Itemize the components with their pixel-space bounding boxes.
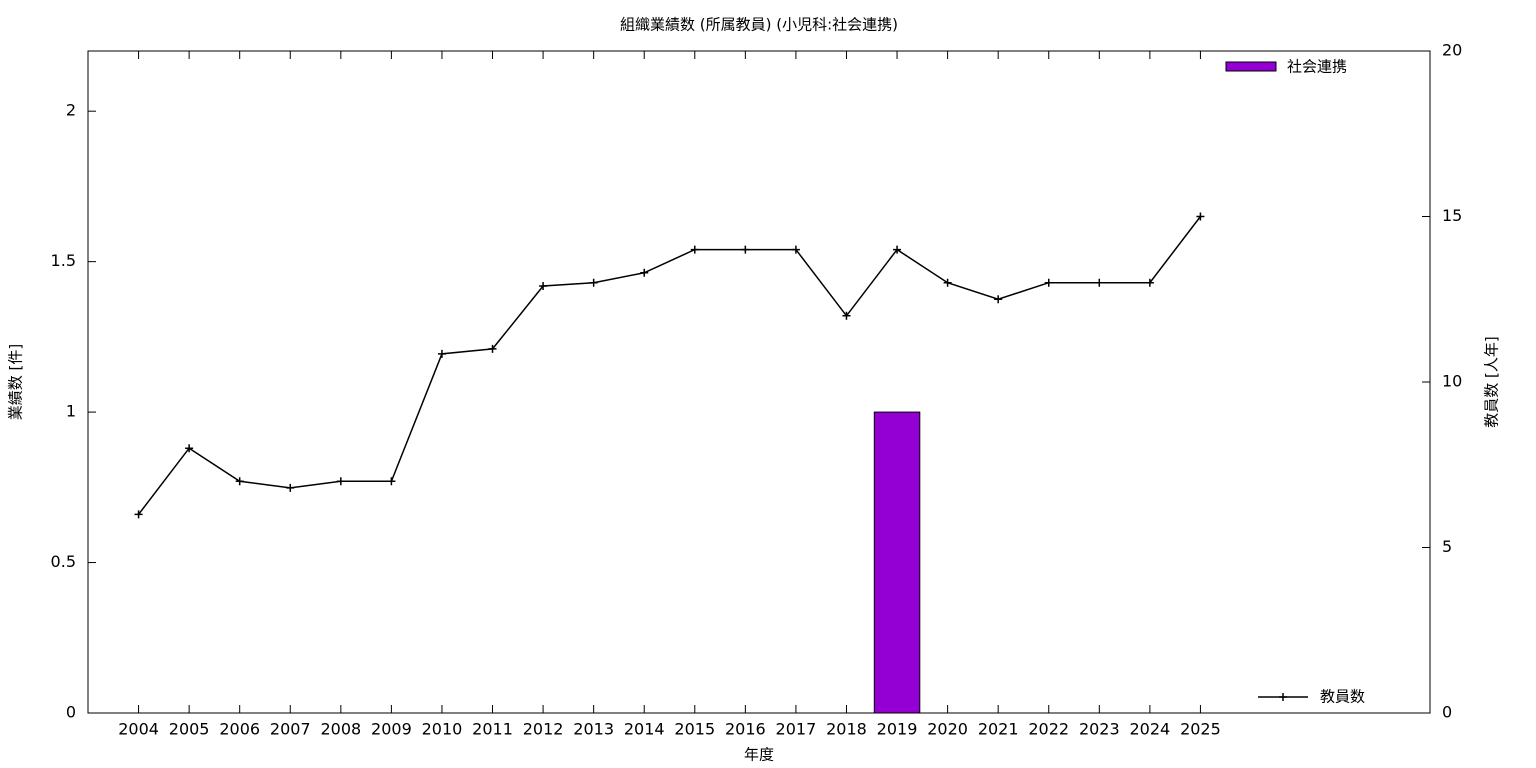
- legend-label: 教員数: [1320, 688, 1365, 706]
- point: [1095, 278, 1104, 287]
- bar: [873, 411, 921, 714]
- point: [640, 268, 649, 277]
- point: [488, 344, 497, 353]
- point: [994, 295, 1003, 304]
- chart-title: 組織業績数 (所属教員) (小児科:社会連携): [620, 16, 898, 34]
- point: [943, 278, 952, 287]
- y-tick-label: 1: [66, 402, 76, 421]
- point: [286, 483, 295, 492]
- x-tick-label: 2005: [169, 720, 210, 739]
- line: [137, 216, 1202, 515]
- point: [1145, 278, 1154, 287]
- point: [539, 282, 548, 291]
- x-tick-label: 2012: [523, 720, 564, 739]
- y-axis-label: 業績数 [件]: [7, 344, 25, 420]
- x-tick-label: 2015: [674, 720, 715, 739]
- point: [741, 245, 750, 254]
- point: [791, 245, 800, 254]
- point: [589, 278, 598, 287]
- point: [235, 477, 244, 486]
- x-tick-label: 2008: [320, 720, 361, 739]
- x-tick-label: 2016: [725, 720, 766, 739]
- point: [437, 349, 446, 358]
- x-tick-label: 2017: [776, 720, 817, 739]
- y-tick-label: 0: [66, 703, 76, 722]
- legend-point: [1279, 693, 1287, 701]
- y-tick-label: 1.5: [51, 251, 76, 270]
- point: [336, 477, 345, 486]
- point: [185, 444, 194, 453]
- x-tick-label: 2021: [978, 720, 1019, 739]
- point: [690, 245, 699, 254]
- x-tick-label: 2007: [270, 720, 311, 739]
- point: [1196, 212, 1205, 221]
- x-tick-label: 2004: [118, 720, 159, 739]
- legend-swatch: [1225, 61, 1277, 72]
- point: [134, 510, 143, 519]
- point: [842, 311, 851, 320]
- y2-tick-label: 15: [1442, 206, 1462, 225]
- y2-tick-label: 20: [1442, 41, 1462, 60]
- point: [387, 477, 396, 486]
- y2-axis-label: 教員数 [人年]: [1483, 336, 1501, 427]
- y2-tick-label: 10: [1442, 372, 1462, 391]
- plot-frame: [87, 50, 1431, 714]
- x-tick-label: 2009: [371, 720, 412, 739]
- x-tick-label: 2011: [472, 720, 513, 739]
- y2-tick-label: 0: [1442, 703, 1452, 722]
- x-tick-label: 2006: [219, 720, 260, 739]
- x-tick-label: 2023: [1079, 720, 1120, 739]
- x-tick-label: 2022: [1028, 720, 1069, 739]
- x-tick-label: 2013: [573, 720, 614, 739]
- x-tick-label: 2024: [1130, 720, 1171, 739]
- point: [893, 245, 902, 254]
- legend-label: 社会連携: [1287, 58, 1347, 76]
- x-tick-label: 2019: [877, 720, 918, 739]
- y-tick-label: 0.5: [51, 552, 76, 571]
- y-tick-label: 2: [66, 101, 76, 120]
- x-tick-label: 2025: [1180, 720, 1221, 739]
- y2-tick-label: 5: [1442, 537, 1452, 556]
- x-tick-label: 2010: [422, 720, 463, 739]
- x-tick-label: 2018: [826, 720, 867, 739]
- x-tick-label: 2020: [927, 720, 968, 739]
- point: [1044, 278, 1053, 287]
- x-tick-label: 2014: [624, 720, 665, 739]
- x-axis-label: 年度: [744, 746, 774, 764]
